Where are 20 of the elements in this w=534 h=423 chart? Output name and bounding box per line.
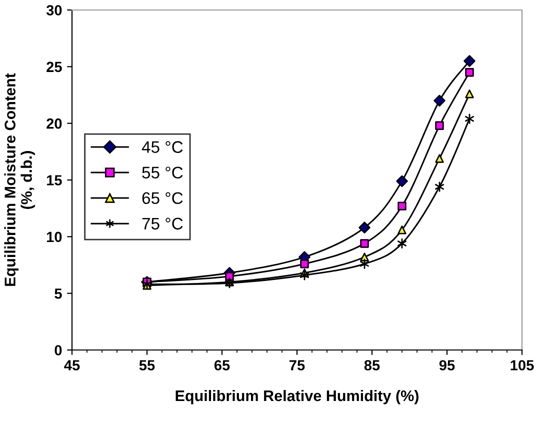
x-tick-label: 75 bbox=[290, 360, 305, 370]
y-tick-label: 10 bbox=[46, 232, 62, 242]
x-tick-label: 85 bbox=[364, 360, 380, 370]
y-tick-label: 25 bbox=[46, 62, 62, 72]
y-tick-label: 5 bbox=[54, 288, 62, 299]
legend-label: 75 °C bbox=[142, 218, 183, 230]
y-tick-label: 0 bbox=[54, 345, 62, 356]
x-tick-label: 65 bbox=[214, 360, 230, 370]
y-axis-title: Equilibrium Moisture Content (%, d.b.) bbox=[4, 73, 35, 286]
x-axis-title: Equilibrium Relative Humidity (%) bbox=[176, 390, 418, 404]
x-tick-label: 55 bbox=[139, 360, 155, 370]
y-tick-label: 20 bbox=[46, 118, 62, 129]
x-tick-label: 95 bbox=[439, 360, 455, 370]
y-tick-label: 30 bbox=[46, 5, 62, 16]
x-tick-label: 45 bbox=[64, 360, 80, 370]
y-tick-label: 15 bbox=[46, 175, 62, 186]
x-tick-label: 105 bbox=[510, 360, 534, 370]
legend-label: 45 °C bbox=[142, 141, 183, 153]
legend-label: 55 °C bbox=[142, 166, 183, 179]
legend-label: 65 °C bbox=[142, 192, 183, 204]
